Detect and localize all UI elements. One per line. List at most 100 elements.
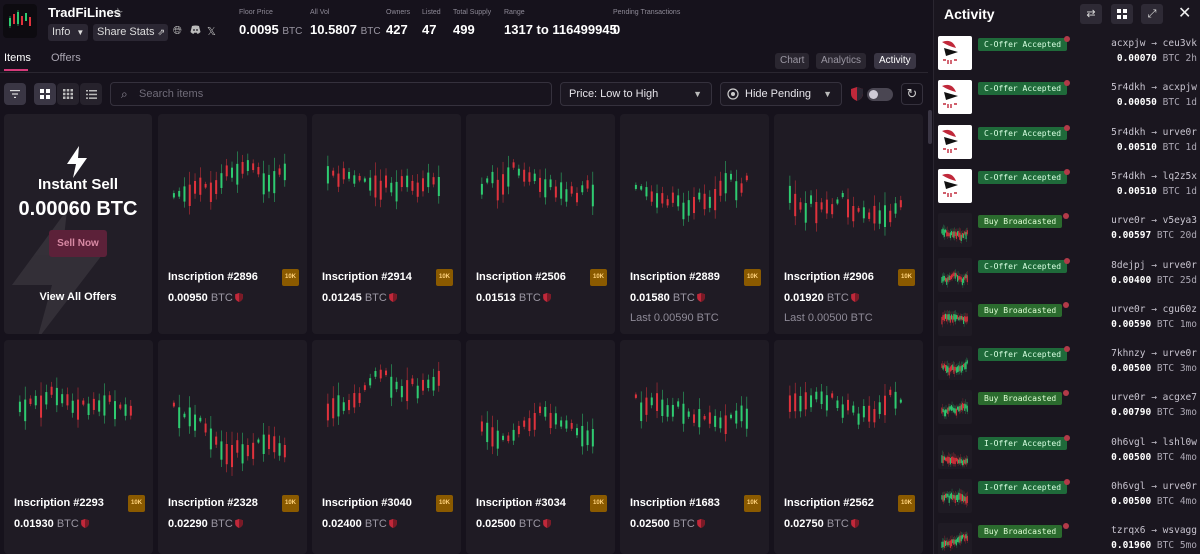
- candle-body: [374, 175, 377, 198]
- candle-body: [480, 183, 483, 195]
- candle-body: [949, 406, 951, 411]
- activity-row[interactable]: I-Offer Accepted 0h6vgl → urve0r 0.00500 B…: [934, 479, 1200, 523]
- to-address[interactable]: v5eya3: [1162, 215, 1197, 227]
- view-tab-activity[interactable]: Activity: [874, 53, 916, 69]
- activity-row[interactable]: C-Offer Accepted 7khnzy → urve0r 0.00500 B…: [934, 346, 1200, 390]
- x-twitter-icon[interactable]: 𝕏: [207, 26, 216, 38]
- expand-button[interactable]: ⤢: [1141, 4, 1163, 24]
- from-address[interactable]: 7khnzy: [1111, 348, 1146, 360]
- activity-row[interactable]: C-Offer Accepted acxpjw → ceu3vk 0.00070 B…: [934, 36, 1200, 80]
- to-address[interactable]: urve0r: [1162, 259, 1197, 271]
- activity-row[interactable]: I-Offer Accepted 0h6vgl → lshl0w 0.00500 B…: [934, 434, 1200, 479]
- activity-thumbnail: [938, 124, 972, 159]
- candle-body: [961, 233, 963, 238]
- favorite-star-icon[interactable]: ☆: [112, 5, 124, 20]
- activity-row[interactable]: C-Offer Accepted 5r4dkh → acxpjw 0.00050 B…: [934, 80, 1200, 124]
- activity-row[interactable]: C-Offer Accepted 8dejpj → urve0r 0.00400 B…: [934, 257, 1200, 302]
- to-address[interactable]: acgxe7: [1162, 392, 1197, 404]
- candle-body: [961, 460, 963, 465]
- tab-offers[interactable]: Offers: [51, 52, 81, 64]
- activity-row[interactable]: C-Offer Accepted 5r4dkh → lq2z5x 0.00510 B…: [934, 168, 1200, 213]
- amount-unit: BTC: [1156, 230, 1175, 242]
- from-address[interactable]: 5r4dkh: [1111, 82, 1146, 94]
- candle-body: [943, 456, 945, 460]
- activity-row[interactable]: Buy Broadcasted tzrqx6 → wsvagg 0.01960 BT…: [934, 523, 1200, 554]
- grid-small-view-button[interactable]: [57, 83, 79, 105]
- refresh-button[interactable]: ↻: [901, 83, 923, 105]
- grid-large-view-button[interactable]: [34, 83, 56, 105]
- candle-body: [949, 457, 951, 465]
- candle-body: [804, 392, 807, 410]
- search-input[interactable]: [139, 86, 539, 102]
- candle-body: [735, 181, 738, 201]
- candle-body: [960, 493, 962, 502]
- to-address[interactable]: urve0r: [1162, 348, 1197, 360]
- discord-icon[interactable]: [190, 25, 201, 38]
- to-address[interactable]: urve0r: [1162, 481, 1197, 492]
- globe-icon[interactable]: 🌐︎: [173, 25, 182, 37]
- tab-items[interactable]: Items: [4, 52, 31, 64]
- from-address[interactable]: urve0r: [1111, 215, 1146, 227]
- to-address[interactable]: acxpjw: [1162, 82, 1197, 94]
- info-dropdown[interactable]: Info ▼: [48, 24, 88, 41]
- activity-row[interactable]: Buy Broadcasted urve0r → cgu60z 0.00590 BT…: [934, 301, 1200, 346]
- sliders-icon: ⇄: [1086, 8, 1096, 20]
- price-value: 0.02290: [168, 518, 208, 530]
- activity-grid-button[interactable]: [1111, 4, 1133, 24]
- grid-scrollbar[interactable]: [928, 110, 932, 144]
- to-address[interactable]: urve0r: [1162, 126, 1197, 138]
- item-card[interactable]: Inscription #2906 10K 0.01920 BTC Last 0.00…: [774, 114, 923, 334]
- item-card[interactable]: Inscription #2506 10K 0.01513 BTC: [466, 114, 615, 334]
- pending-filter-select[interactable]: Hide Pending ▼: [720, 82, 842, 106]
- from-address[interactable]: 0h6vgl: [1111, 481, 1146, 492]
- list-view-button[interactable]: [80, 83, 102, 105]
- candle-body: [220, 441, 223, 460]
- item-card[interactable]: Inscription #2914 10K 0.01245 BTC: [312, 114, 461, 334]
- view-tab-chart[interactable]: Chart: [775, 53, 810, 69]
- from-address[interactable]: tzrqx6: [1111, 525, 1146, 537]
- to-address[interactable]: lq2z5x: [1162, 170, 1197, 182]
- safe-mode-toggle[interactable]: [867, 88, 893, 101]
- from-address[interactable]: acxpjw: [1111, 38, 1146, 49]
- candle-body: [87, 403, 90, 415]
- item-name: Inscription #2562: [784, 497, 874, 509]
- from-address[interactable]: urve0r: [1111, 303, 1146, 315]
- close-icon[interactable]: ✕: [1178, 5, 1192, 22]
- item-card[interactable]: Inscription #2562 10K 0.02750 BTC: [774, 340, 923, 554]
- to-address[interactable]: lshl0w: [1162, 436, 1197, 448]
- view-all-offers-link[interactable]: View All Offers: [39, 291, 117, 303]
- candle-body: [650, 191, 653, 202]
- to-address[interactable]: cgu60z: [1162, 303, 1197, 315]
- item-card[interactable]: Inscription #3034 10K 0.02500 BTC: [466, 340, 615, 554]
- candle-body: [486, 178, 489, 183]
- candle-body: [172, 402, 175, 407]
- sort-select[interactable]: Price: Low to High ▼: [560, 82, 712, 106]
- item-card[interactable]: Inscription #2896 10K 0.00950 BTC: [158, 114, 307, 334]
- item-card[interactable]: Inscription #1683 10K 0.02500 BTC: [620, 340, 769, 554]
- candle-body: [729, 173, 732, 180]
- amount-value: 0.00050: [1116, 97, 1157, 109]
- filter-button[interactable]: [4, 83, 26, 105]
- from-address[interactable]: 5r4dkh: [1111, 170, 1146, 182]
- item-card[interactable]: Inscription #2328 10K 0.02290 BTC: [158, 340, 307, 554]
- share-stats-button[interactable]: Share Stats ⇗: [93, 24, 168, 41]
- item-card[interactable]: Inscription #3040 10K 0.02400 BTC: [312, 340, 461, 554]
- candle-body: [954, 495, 956, 503]
- activity-row[interactable]: Buy Broadcasted urve0r → acgxe7 0.00790 BT…: [934, 390, 1200, 434]
- from-address[interactable]: 5r4dkh: [1111, 126, 1146, 138]
- to-address[interactable]: wsvagg: [1162, 525, 1197, 537]
- supply-badge: 10K: [590, 495, 607, 512]
- sell-now-button[interactable]: Sell Now: [49, 230, 107, 257]
- candle-body: [560, 420, 563, 427]
- activity-filter-button[interactable]: ⇄: [1080, 4, 1102, 24]
- item-card[interactable]: Inscription #2293 10K 0.01930 BTC: [4, 340, 153, 554]
- from-address[interactable]: 0h6vgl: [1111, 436, 1146, 448]
- from-address[interactable]: urve0r: [1111, 392, 1146, 404]
- from-address[interactable]: 8dejpj: [1111, 259, 1146, 271]
- item-card[interactable]: Inscription #2889 10K 0.01580 BTC Last 0.00…: [620, 114, 769, 334]
- activity-row[interactable]: C-Offer Accepted 5r4dkh → urve0r 0.00510 B…: [934, 124, 1200, 169]
- view-tab-analytics[interactable]: Analytics: [816, 53, 867, 69]
- activity-row[interactable]: Buy Broadcasted urve0r → v5eya3 0.00597 BT…: [934, 213, 1200, 257]
- to-address[interactable]: ceu3vk: [1162, 38, 1197, 49]
- candle-body: [236, 440, 239, 453]
